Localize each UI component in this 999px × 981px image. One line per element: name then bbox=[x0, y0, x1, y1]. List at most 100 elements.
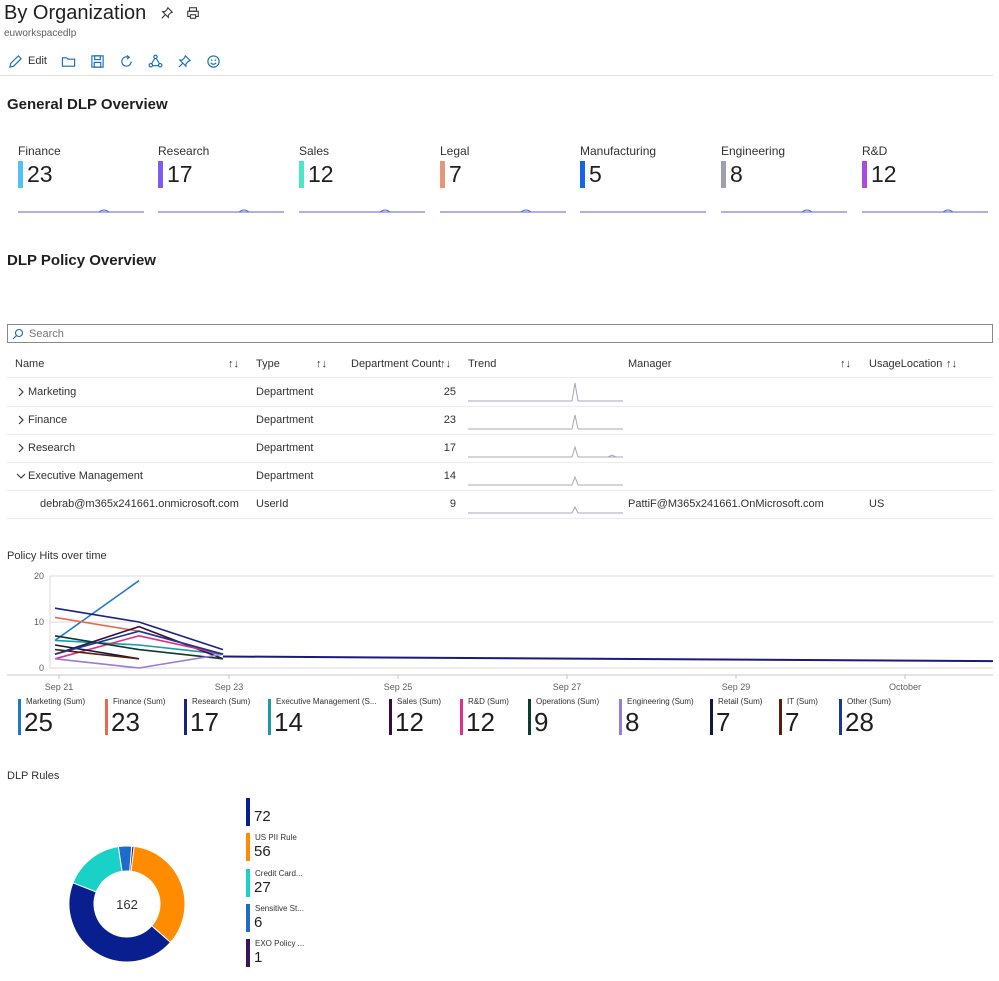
sort-count-icon[interactable]: ↑↓ bbox=[440, 358, 451, 370]
legend-series-name: Research (Sum) bbox=[192, 697, 251, 706]
kpi-color-bar bbox=[440, 160, 445, 188]
kpi-color-bar bbox=[18, 160, 23, 188]
row-location: US bbox=[869, 498, 885, 510]
open-button[interactable] bbox=[61, 54, 76, 69]
series-line bbox=[54, 639, 224, 655]
column-header-trend: Trend bbox=[468, 358, 497, 370]
kpi-tile[interactable]: Engineering 8 bbox=[721, 144, 849, 216]
donut-legend-name: EXO Policy ... bbox=[255, 939, 305, 948]
row-count: 17 bbox=[443, 442, 456, 454]
donut-legend-name: Credit Card... bbox=[255, 869, 303, 878]
kpi-tile[interactable]: R&D 12 bbox=[862, 144, 990, 216]
trend-bump bbox=[607, 454, 617, 458]
legend-series-total: 9 bbox=[534, 707, 549, 737]
kpi-label: Engineering bbox=[721, 144, 786, 158]
donut-legend-value: 56 bbox=[254, 843, 271, 860]
kpi-label: R&D bbox=[862, 144, 888, 158]
pencil-icon bbox=[9, 54, 22, 68]
table-row[interactable]: Finance Department 23 bbox=[7, 406, 993, 435]
kpi-number: 8 bbox=[730, 160, 743, 187]
legend-series-name: Engineering (Sum) bbox=[627, 697, 694, 706]
column-header-type[interactable]: Type bbox=[256, 358, 280, 370]
donut-slice bbox=[130, 845, 186, 944]
x-tick-label: Sep 25 bbox=[384, 682, 413, 692]
legend-color-bar bbox=[839, 699, 842, 735]
kpi-label: Research bbox=[158, 144, 210, 158]
sort-location-icon[interactable]: ↑↓ bbox=[946, 358, 957, 370]
sparkline-peak bbox=[801, 209, 813, 213]
chevron-right-icon[interactable] bbox=[16, 415, 26, 425]
chevron-down-icon[interactable] bbox=[16, 471, 26, 481]
chevron-right-icon[interactable] bbox=[16, 443, 26, 453]
legend-series-name: Retail (Sum) bbox=[718, 697, 763, 706]
kpi-number: 23 bbox=[27, 160, 53, 187]
legend-series-total: 8 bbox=[625, 707, 640, 737]
smiley-icon bbox=[207, 54, 220, 68]
kpi-tile[interactable]: Finance 23 bbox=[18, 144, 146, 216]
feedback-button[interactable] bbox=[206, 54, 221, 69]
kpi-value: 12 bbox=[862, 160, 897, 188]
legend-series-name: Sales (Sum) bbox=[397, 697, 442, 706]
trend-line bbox=[468, 414, 623, 430]
kpi-label: Sales bbox=[299, 144, 330, 158]
sort-name-icon[interactable]: ↑↓ bbox=[228, 358, 239, 370]
search-input[interactable] bbox=[27, 326, 931, 341]
kpi-number: 17 bbox=[167, 160, 193, 187]
trend-sparkline bbox=[468, 475, 623, 486]
toolbar: Edit bbox=[8, 52, 235, 70]
row-count: 14 bbox=[443, 470, 456, 482]
column-header-manager[interactable]: Manager bbox=[628, 358, 672, 370]
kpi-sparkline bbox=[440, 209, 566, 213]
chevron-right-icon[interactable] bbox=[16, 387, 26, 397]
pin-dashboard-button[interactable] bbox=[177, 54, 192, 69]
legend-series-total: 12 bbox=[466, 707, 495, 737]
search-box[interactable] bbox=[7, 324, 993, 343]
row-count: 23 bbox=[443, 414, 456, 426]
row-name: debrab@m365x241661.onmicrosoft.com bbox=[40, 498, 239, 510]
kpi-tile[interactable]: Legal 7 bbox=[440, 144, 568, 216]
kpi-tile[interactable]: Sales 12 bbox=[299, 144, 427, 216]
kpi-value: 8 bbox=[721, 160, 743, 188]
column-header-count[interactable]: Department Count bbox=[351, 358, 441, 370]
refresh-icon bbox=[121, 54, 132, 67]
table-row[interactable]: Executive Management Department 14 bbox=[7, 462, 993, 491]
save-button[interactable] bbox=[90, 54, 105, 69]
workspace-name: euworkspacedlp bbox=[4, 28, 77, 39]
series-line-tail bbox=[222, 655, 994, 663]
search-icon bbox=[12, 328, 24, 339]
kpi-label: Manufacturing bbox=[580, 144, 657, 158]
sort-type-icon[interactable]: ↑↓ bbox=[316, 358, 327, 370]
donut-slice bbox=[68, 882, 172, 963]
x-tick-label: Sep 23 bbox=[215, 682, 244, 692]
column-header-location[interactable]: UsageLocation bbox=[869, 358, 943, 370]
legend-series-name: Marketing (Sum) bbox=[26, 697, 86, 706]
share-button[interactable] bbox=[148, 54, 163, 69]
row-count: 9 bbox=[449, 498, 456, 510]
kpi-tile[interactable]: Manufacturing 5 bbox=[580, 144, 708, 216]
legend-series-total: 28 bbox=[845, 707, 874, 737]
donut-legend-value: 27 bbox=[254, 879, 271, 896]
pin-icon[interactable] bbox=[160, 6, 176, 22]
row-type: Department bbox=[256, 386, 314, 398]
legend-series-total: 7 bbox=[785, 707, 800, 737]
refresh-button[interactable] bbox=[119, 54, 134, 69]
legend-color-bar bbox=[389, 699, 392, 735]
sort-manager-icon[interactable]: ↑↓ bbox=[840, 358, 851, 370]
legend-series-name: R&D (Sum) bbox=[468, 697, 509, 706]
edit-button[interactable]: Edit bbox=[8, 54, 47, 69]
legend-color-bar bbox=[184, 699, 187, 735]
print-icon[interactable] bbox=[186, 6, 202, 22]
donut-legend-bar bbox=[246, 939, 250, 967]
column-header-name[interactable]: Name bbox=[15, 358, 45, 370]
table-row[interactable]: Marketing Department 25 bbox=[7, 378, 993, 407]
table-row[interactable]: Research Department 17 bbox=[7, 434, 993, 463]
legend-series-total: 23 bbox=[111, 707, 140, 737]
kpi-value: 12 bbox=[299, 160, 334, 188]
table-row[interactable]: debrab@m365x241661.onmicrosoft.com UserId… bbox=[7, 490, 993, 519]
donut-legend-bar bbox=[246, 904, 250, 932]
trend-sparkline bbox=[468, 505, 623, 514]
donut-slice bbox=[72, 846, 123, 893]
x-tick-label: Sep 29 bbox=[722, 682, 751, 692]
kpi-value: 17 bbox=[158, 160, 193, 188]
kpi-tile[interactable]: Research 17 bbox=[158, 144, 286, 216]
